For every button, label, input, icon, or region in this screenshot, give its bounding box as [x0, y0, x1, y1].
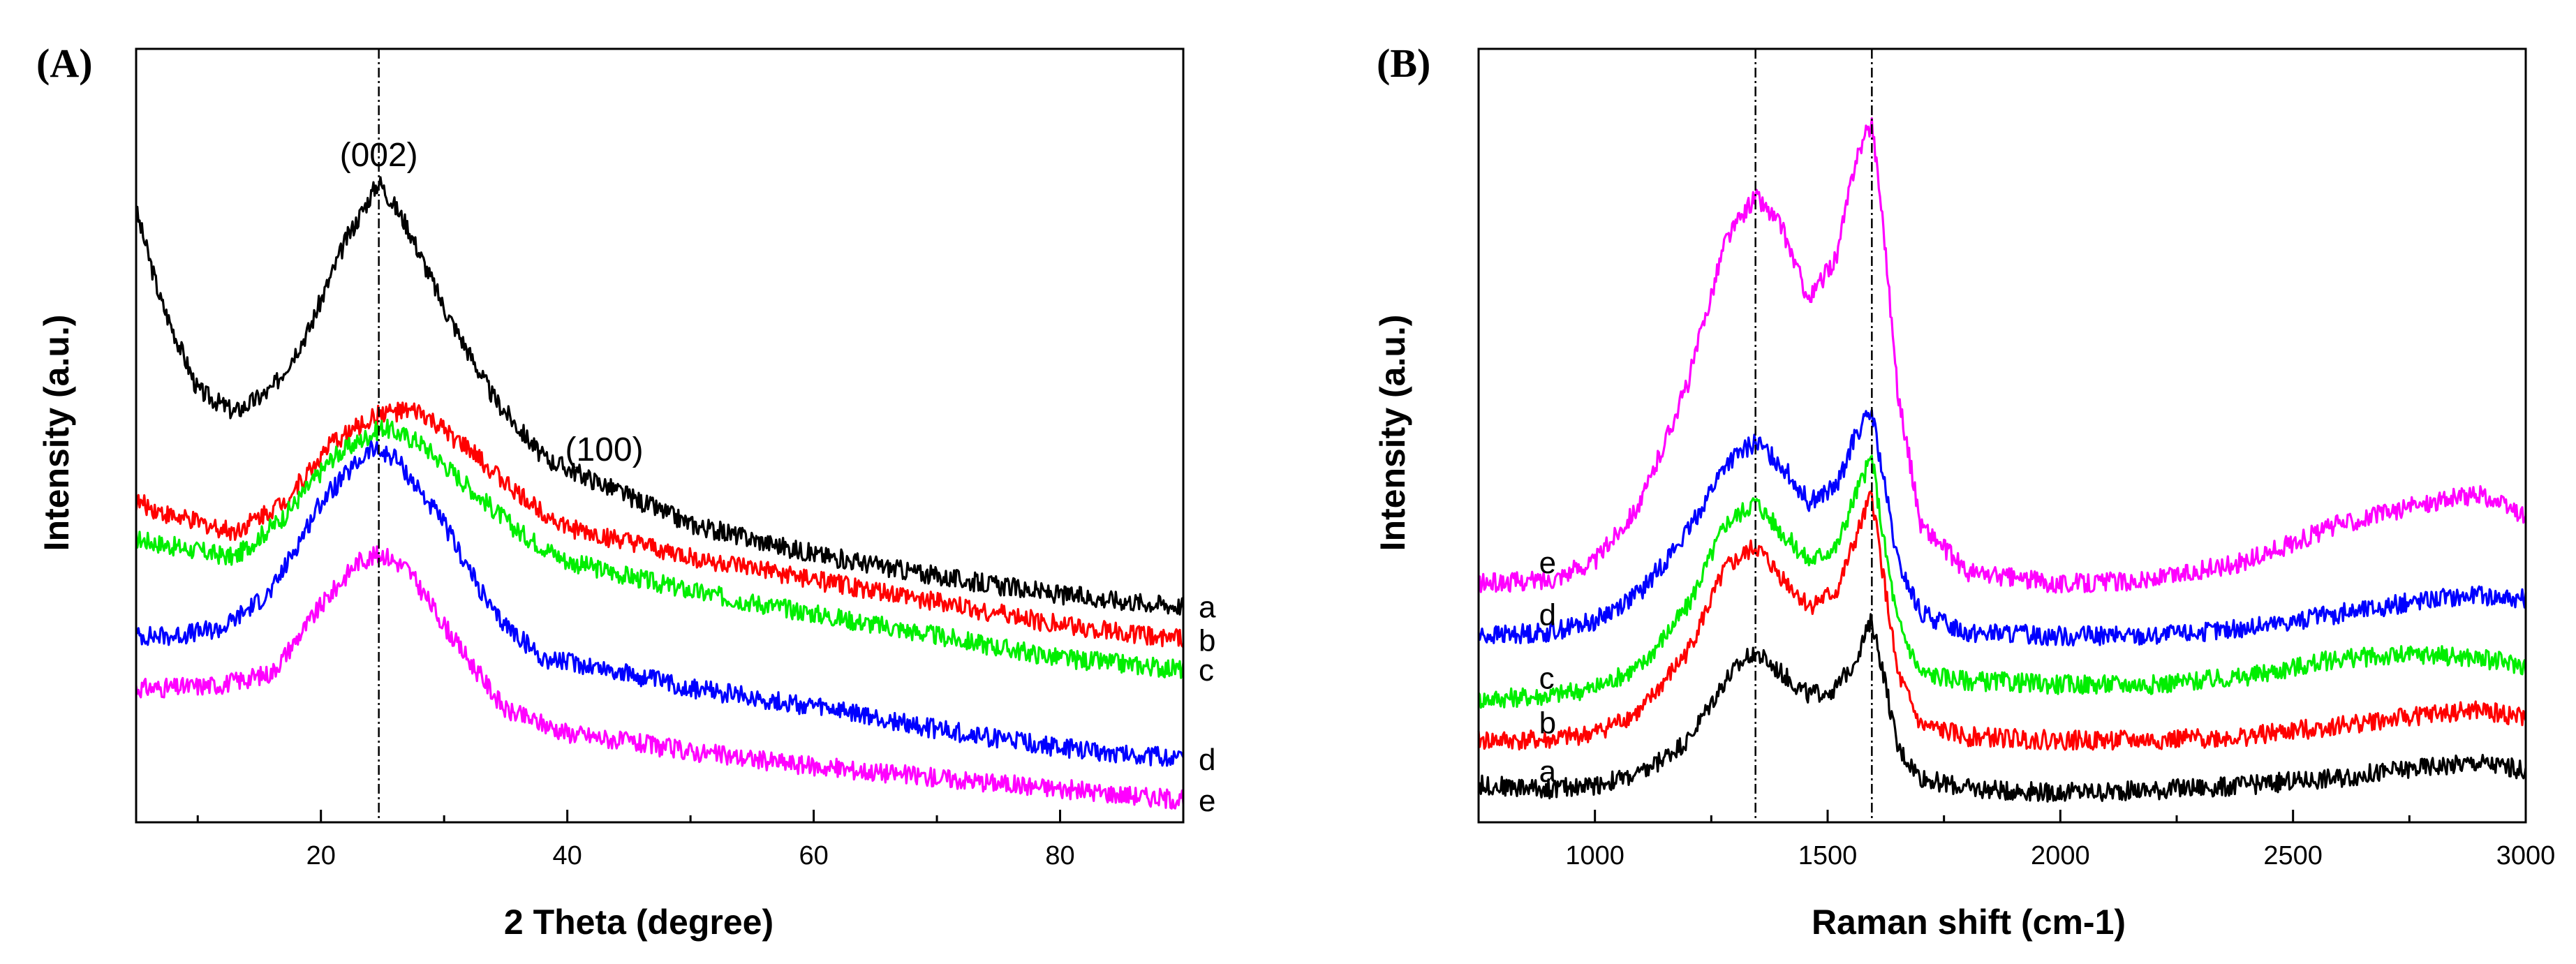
panel-b-series-group	[1477, 117, 2527, 803]
panel-a-series-b-line	[135, 401, 1185, 648]
panel-a-series-d-label: d	[1199, 743, 1215, 777]
panel-b-x-tick-label: 1000	[1565, 841, 1624, 870]
panel-b-series-e-line	[1477, 117, 2527, 594]
panel-a-x-tick-label: 20	[306, 841, 336, 870]
panel-b-series-c-line	[1477, 454, 2527, 709]
panel-b-series-a-line	[1477, 613, 2527, 803]
panel-b-series-b-line	[1477, 490, 2527, 751]
panel-b-x-tick-label: 2500	[2263, 841, 2323, 870]
panel-a-ticks: 20 40 60 80	[196, 810, 1075, 870]
panel-b-plot-frame	[1477, 47, 2527, 824]
panel-a-label: (A)	[36, 40, 93, 86]
panel-b-label: (B)	[1377, 40, 1430, 86]
panel-a-x-axis-title: 2 Theta (degree)	[504, 903, 773, 942]
panel-b-x-tick-label: 2000	[2031, 841, 2090, 870]
panel-b-series-a-label: a	[1539, 755, 1557, 789]
panel-b-x-tick-label: 3000	[2496, 841, 2556, 870]
panel-a-series-d-line	[135, 440, 1185, 767]
panel-a-annotation-002: (002)	[340, 137, 418, 174]
panel-a-plot-frame	[135, 47, 1185, 824]
panel-a-annotation-100: (100)	[565, 431, 644, 468]
panel-b-series-e-label: e	[1539, 546, 1556, 580]
panel-a-series-e-label: e	[1199, 784, 1215, 818]
panel-a-xrd-chart: (A) 20 40 60 80 abc de (002) (100) 2 Theta (…	[36, 40, 1216, 942]
panel-a-series-a-line	[135, 176, 1185, 616]
panel-b-y-axis-title: Intensity (a.u.)	[1373, 315, 1412, 551]
panel-b-series-d-line	[1477, 408, 2527, 647]
panel-a-series-group	[135, 176, 1185, 810]
panel-a-y-axis-title: Intensity (a.u.)	[37, 315, 76, 551]
panel-b-x-axis-title: Raman shift (cm-1)	[1812, 903, 2126, 942]
panel-b-series-d-label: d	[1539, 598, 1556, 632]
panel-b-reference-lines	[1754, 49, 1873, 822]
panel-a-x-tick-label: 40	[553, 841, 582, 870]
panel-a-x-tick-label: 60	[799, 841, 828, 870]
panel-a-series-c-line	[135, 418, 1185, 679]
panel-b-x-tick-label: 1500	[1798, 841, 1858, 870]
panel-a-series-e-line	[135, 545, 1185, 810]
panel-a-series-a-label: a	[1199, 590, 1216, 624]
panel-a-x-tick-label: 80	[1045, 841, 1074, 870]
panel-a-series-b-label: b	[1199, 623, 1215, 658]
panel-b-ticks: 1000 1500 2000 2500 3000	[1565, 810, 2555, 870]
panel-b-series-c-label: c	[1539, 661, 1555, 695]
panel-a-series-c-label: c	[1199, 653, 1214, 688]
panel-b-series-b-label: b	[1539, 706, 1556, 741]
panel-a-series-labels: abc de	[1199, 590, 1216, 818]
